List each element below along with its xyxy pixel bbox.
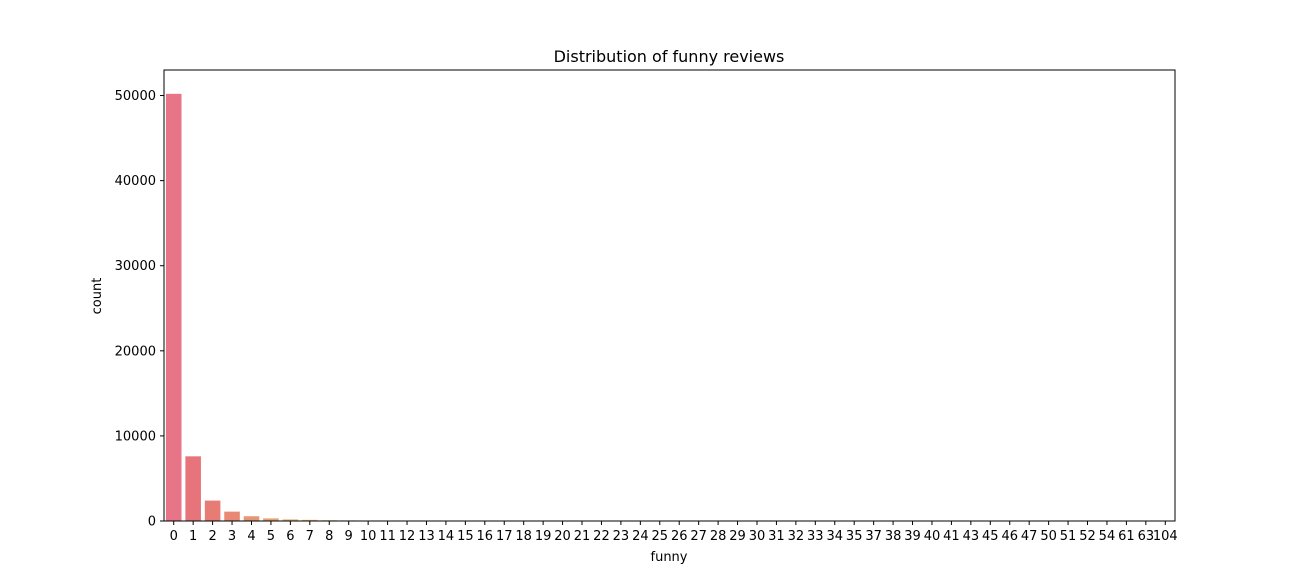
x-tick-label: 50 — [1040, 529, 1057, 544]
x-tick-label: 18 — [515, 529, 532, 544]
plot-frame — [163, 69, 1176, 522]
bar-0 — [165, 93, 182, 521]
x-tick-label: 19 — [535, 529, 552, 544]
bar-5 — [263, 518, 279, 521]
x-tick-label: 13 — [418, 529, 435, 544]
x-tick-label: 39 — [904, 529, 921, 544]
chart-title: Distribution of funny reviews — [554, 47, 785, 66]
y-axis: 0 10000 20000 30000 40000 50000 — [115, 89, 164, 530]
bar-7 — [302, 519, 318, 521]
x-tick-label: 14 — [438, 529, 455, 544]
x-tick-label: 63 — [1138, 529, 1155, 544]
y-tick-label: 20000 — [115, 344, 156, 359]
x-tick-label: 5 — [267, 529, 275, 544]
x-tick-label: 12 — [399, 529, 416, 544]
bar-6 — [282, 519, 299, 521]
x-tick-label: 17 — [496, 529, 513, 544]
y-tick-label: 50000 — [115, 89, 156, 104]
x-tick-label: 3 — [228, 529, 236, 544]
x-tick-label: 8 — [325, 529, 333, 544]
x-tick-label: 15 — [457, 529, 474, 544]
x-tick-label: 35 — [846, 529, 863, 544]
x-tick-label: 54 — [1099, 529, 1116, 544]
x-tick-label: 28 — [710, 529, 727, 544]
x-tick-label: 29 — [729, 529, 746, 544]
x-tick-label: 24 — [632, 529, 649, 544]
bar-2 — [204, 500, 221, 521]
x-tick-label: 21 — [574, 529, 591, 544]
y-tick-label: 10000 — [115, 429, 156, 444]
x-tick-label: 38 — [885, 529, 902, 544]
x-tick-label: 23 — [613, 529, 630, 544]
bar-3 — [224, 511, 240, 521]
x-tick-label: 34 — [826, 529, 843, 544]
y-tick-label: 0 — [148, 515, 156, 530]
x-tick-label: 22 — [593, 529, 610, 544]
x-tick-label: 1 — [189, 529, 197, 544]
x-tick-label: 11 — [379, 529, 396, 544]
x-tick-label: 27 — [690, 529, 707, 544]
x-tick-label: 7 — [306, 529, 314, 544]
x-tick-label: 6 — [286, 529, 294, 544]
x-tick-label: 0 — [170, 529, 178, 544]
x-tick-label: 47 — [1021, 529, 1038, 544]
x-tick-label: 45 — [982, 529, 999, 544]
bar-1 — [185, 456, 201, 521]
bar-4 — [243, 516, 260, 521]
x-tick-label: 31 — [768, 529, 785, 544]
x-tick-label: 40 — [924, 529, 941, 544]
y-tick-label: 30000 — [115, 259, 156, 274]
y-tick-label: 40000 — [115, 174, 156, 189]
x-tick-label: 26 — [671, 529, 688, 544]
x-tick-label: 32 — [788, 529, 805, 544]
x-tick-label: 46 — [1001, 529, 1018, 544]
x-tick-label: 43 — [963, 529, 980, 544]
x-tick-label: 41 — [943, 529, 960, 544]
x-tick-label: 61 — [1118, 529, 1135, 544]
x-tick-label: 25 — [652, 529, 669, 544]
x-tick-label: 104 — [1153, 529, 1178, 544]
x-tick-label: 51 — [1060, 529, 1077, 544]
x-tick-label: 30 — [749, 529, 766, 544]
x-tick-label: 52 — [1079, 529, 1096, 544]
y-axis-label: count — [90, 278, 105, 315]
x-tick-label: 4 — [247, 529, 255, 544]
x-axis: 0 1 2 3 4 5 6 7 8 9 10 11 12 13 14 15 16 17 18 19 20 21 22 23 24… — [170, 521, 1178, 544]
x-tick-label: 33 — [807, 529, 824, 544]
x-axis-label: funny — [651, 550, 688, 565]
x-tick-label: 2 — [208, 529, 216, 544]
x-tick-label: 16 — [477, 529, 494, 544]
x-tick-label: 37 — [865, 529, 882, 544]
x-tick-label: 10 — [360, 529, 377, 544]
x-tick-label: 20 — [554, 529, 571, 544]
x-tick-label: 9 — [345, 529, 353, 544]
